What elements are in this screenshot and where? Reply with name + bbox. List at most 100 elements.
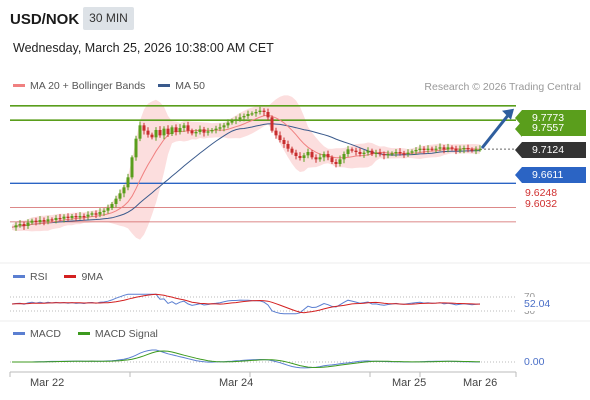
candle-body xyxy=(146,130,150,135)
candle-body xyxy=(350,149,354,151)
candle-body xyxy=(366,150,370,153)
candle-body xyxy=(82,216,86,218)
candle-body xyxy=(238,117,242,120)
candle-body xyxy=(346,149,350,154)
candle-body xyxy=(142,125,146,131)
candle-body xyxy=(334,162,338,164)
resistance-2-tag: 9.7557 xyxy=(515,121,586,137)
candle-body xyxy=(130,157,134,178)
candle-body xyxy=(250,113,254,115)
candle-body xyxy=(74,216,78,218)
candle-body xyxy=(362,152,366,154)
candle-body xyxy=(298,156,302,158)
candle-body xyxy=(414,150,418,152)
x-axis xyxy=(9,371,517,377)
candle-body xyxy=(98,212,102,215)
macd-panel xyxy=(10,349,516,369)
candle-body xyxy=(294,152,298,156)
candle-body xyxy=(330,157,334,162)
candle-body xyxy=(322,154,326,158)
candle-body xyxy=(158,130,162,136)
main-legend: MA 20 + Bollinger Bands MA 50 xyxy=(13,80,205,92)
legend-swatch xyxy=(13,83,25,87)
bollinger-band xyxy=(12,95,480,240)
candle-body xyxy=(474,149,478,151)
forecast-arrow-shaft xyxy=(480,111,512,149)
target-2-label: 9.6032 xyxy=(525,198,558,210)
symbol-title: USD/NOK xyxy=(10,11,80,28)
legend-swatch xyxy=(77,331,90,335)
grid-layer xyxy=(0,262,590,322)
candle-body xyxy=(154,130,158,138)
candle-body xyxy=(370,150,374,154)
candle-body xyxy=(390,153,394,155)
candle-body xyxy=(442,147,446,150)
macd-line xyxy=(12,349,480,369)
candle-body xyxy=(42,220,46,222)
candle-body xyxy=(434,148,438,150)
candle-body xyxy=(358,152,362,154)
candle-body xyxy=(106,208,110,211)
support-tag: 9.6611 xyxy=(515,167,586,183)
copyright-text: Research © 2026 Trading Central xyxy=(424,81,581,93)
candle-body xyxy=(194,132,198,134)
rsi-tick-30: 30 xyxy=(524,306,536,317)
bollinger-band-layer xyxy=(12,95,480,240)
candle-body xyxy=(150,134,154,138)
candle-body xyxy=(278,135,282,140)
forecast-arrow-head xyxy=(502,108,514,120)
candle-body xyxy=(458,149,462,151)
current-price-tag: 9.7124 xyxy=(515,142,586,158)
candle-body xyxy=(470,149,474,151)
legend-rsi: RSI xyxy=(13,271,48,283)
legend-swatch xyxy=(13,274,25,278)
candle-body xyxy=(430,148,434,150)
legend-ma50: MA 50 xyxy=(158,80,205,92)
candle-body xyxy=(422,148,426,150)
candle-body xyxy=(254,112,258,114)
candle-body xyxy=(454,148,458,151)
candle-body xyxy=(394,152,398,154)
interval-button[interactable]: 30 MIN xyxy=(83,7,134,30)
candle-body xyxy=(34,220,38,222)
candle-body xyxy=(314,157,318,160)
candle-body xyxy=(450,147,454,149)
candle-body xyxy=(86,214,90,217)
candle-body xyxy=(270,117,274,131)
chart-datetime: Wednesday, March 25, 2026 10:38:00 AM CE… xyxy=(13,41,274,55)
candle-body xyxy=(122,187,126,194)
x-label-mar26: Mar 26 xyxy=(463,377,498,389)
candle-body xyxy=(466,148,470,150)
candle-body xyxy=(50,219,54,221)
candle-body xyxy=(462,148,466,150)
candle-body xyxy=(318,157,322,160)
legend-label-ma50: MA 50 xyxy=(175,80,205,92)
legend-macd-signal: MACD Signal xyxy=(77,328,158,340)
candle-body xyxy=(286,144,290,149)
candle-body xyxy=(18,224,22,226)
candle-body xyxy=(290,148,294,153)
macd-signal-line xyxy=(12,350,480,369)
candle-body xyxy=(66,216,70,218)
candle-body xyxy=(222,125,226,128)
candle-body xyxy=(262,110,266,112)
candle-body xyxy=(478,149,482,151)
candle-body xyxy=(274,130,278,136)
candle-body xyxy=(302,155,306,158)
candle-body xyxy=(202,129,206,133)
candle-body xyxy=(406,152,410,154)
candle-body xyxy=(214,128,218,130)
candle-body xyxy=(58,218,62,220)
legend-label-ma20: MA 20 + Bollinger Bands xyxy=(30,80,146,92)
candle-body xyxy=(30,220,34,223)
legend-macd: MACD xyxy=(13,328,61,340)
candle-body xyxy=(418,148,422,150)
macd-legend: MACD MACD Signal xyxy=(13,328,158,340)
macd-value-label: 0.00 xyxy=(524,356,545,368)
candle-body xyxy=(170,127,174,134)
candle-body xyxy=(198,129,202,132)
candle-body xyxy=(190,130,194,134)
candle-body xyxy=(102,210,106,212)
x-label-mar22: Mar 22 xyxy=(30,377,65,389)
